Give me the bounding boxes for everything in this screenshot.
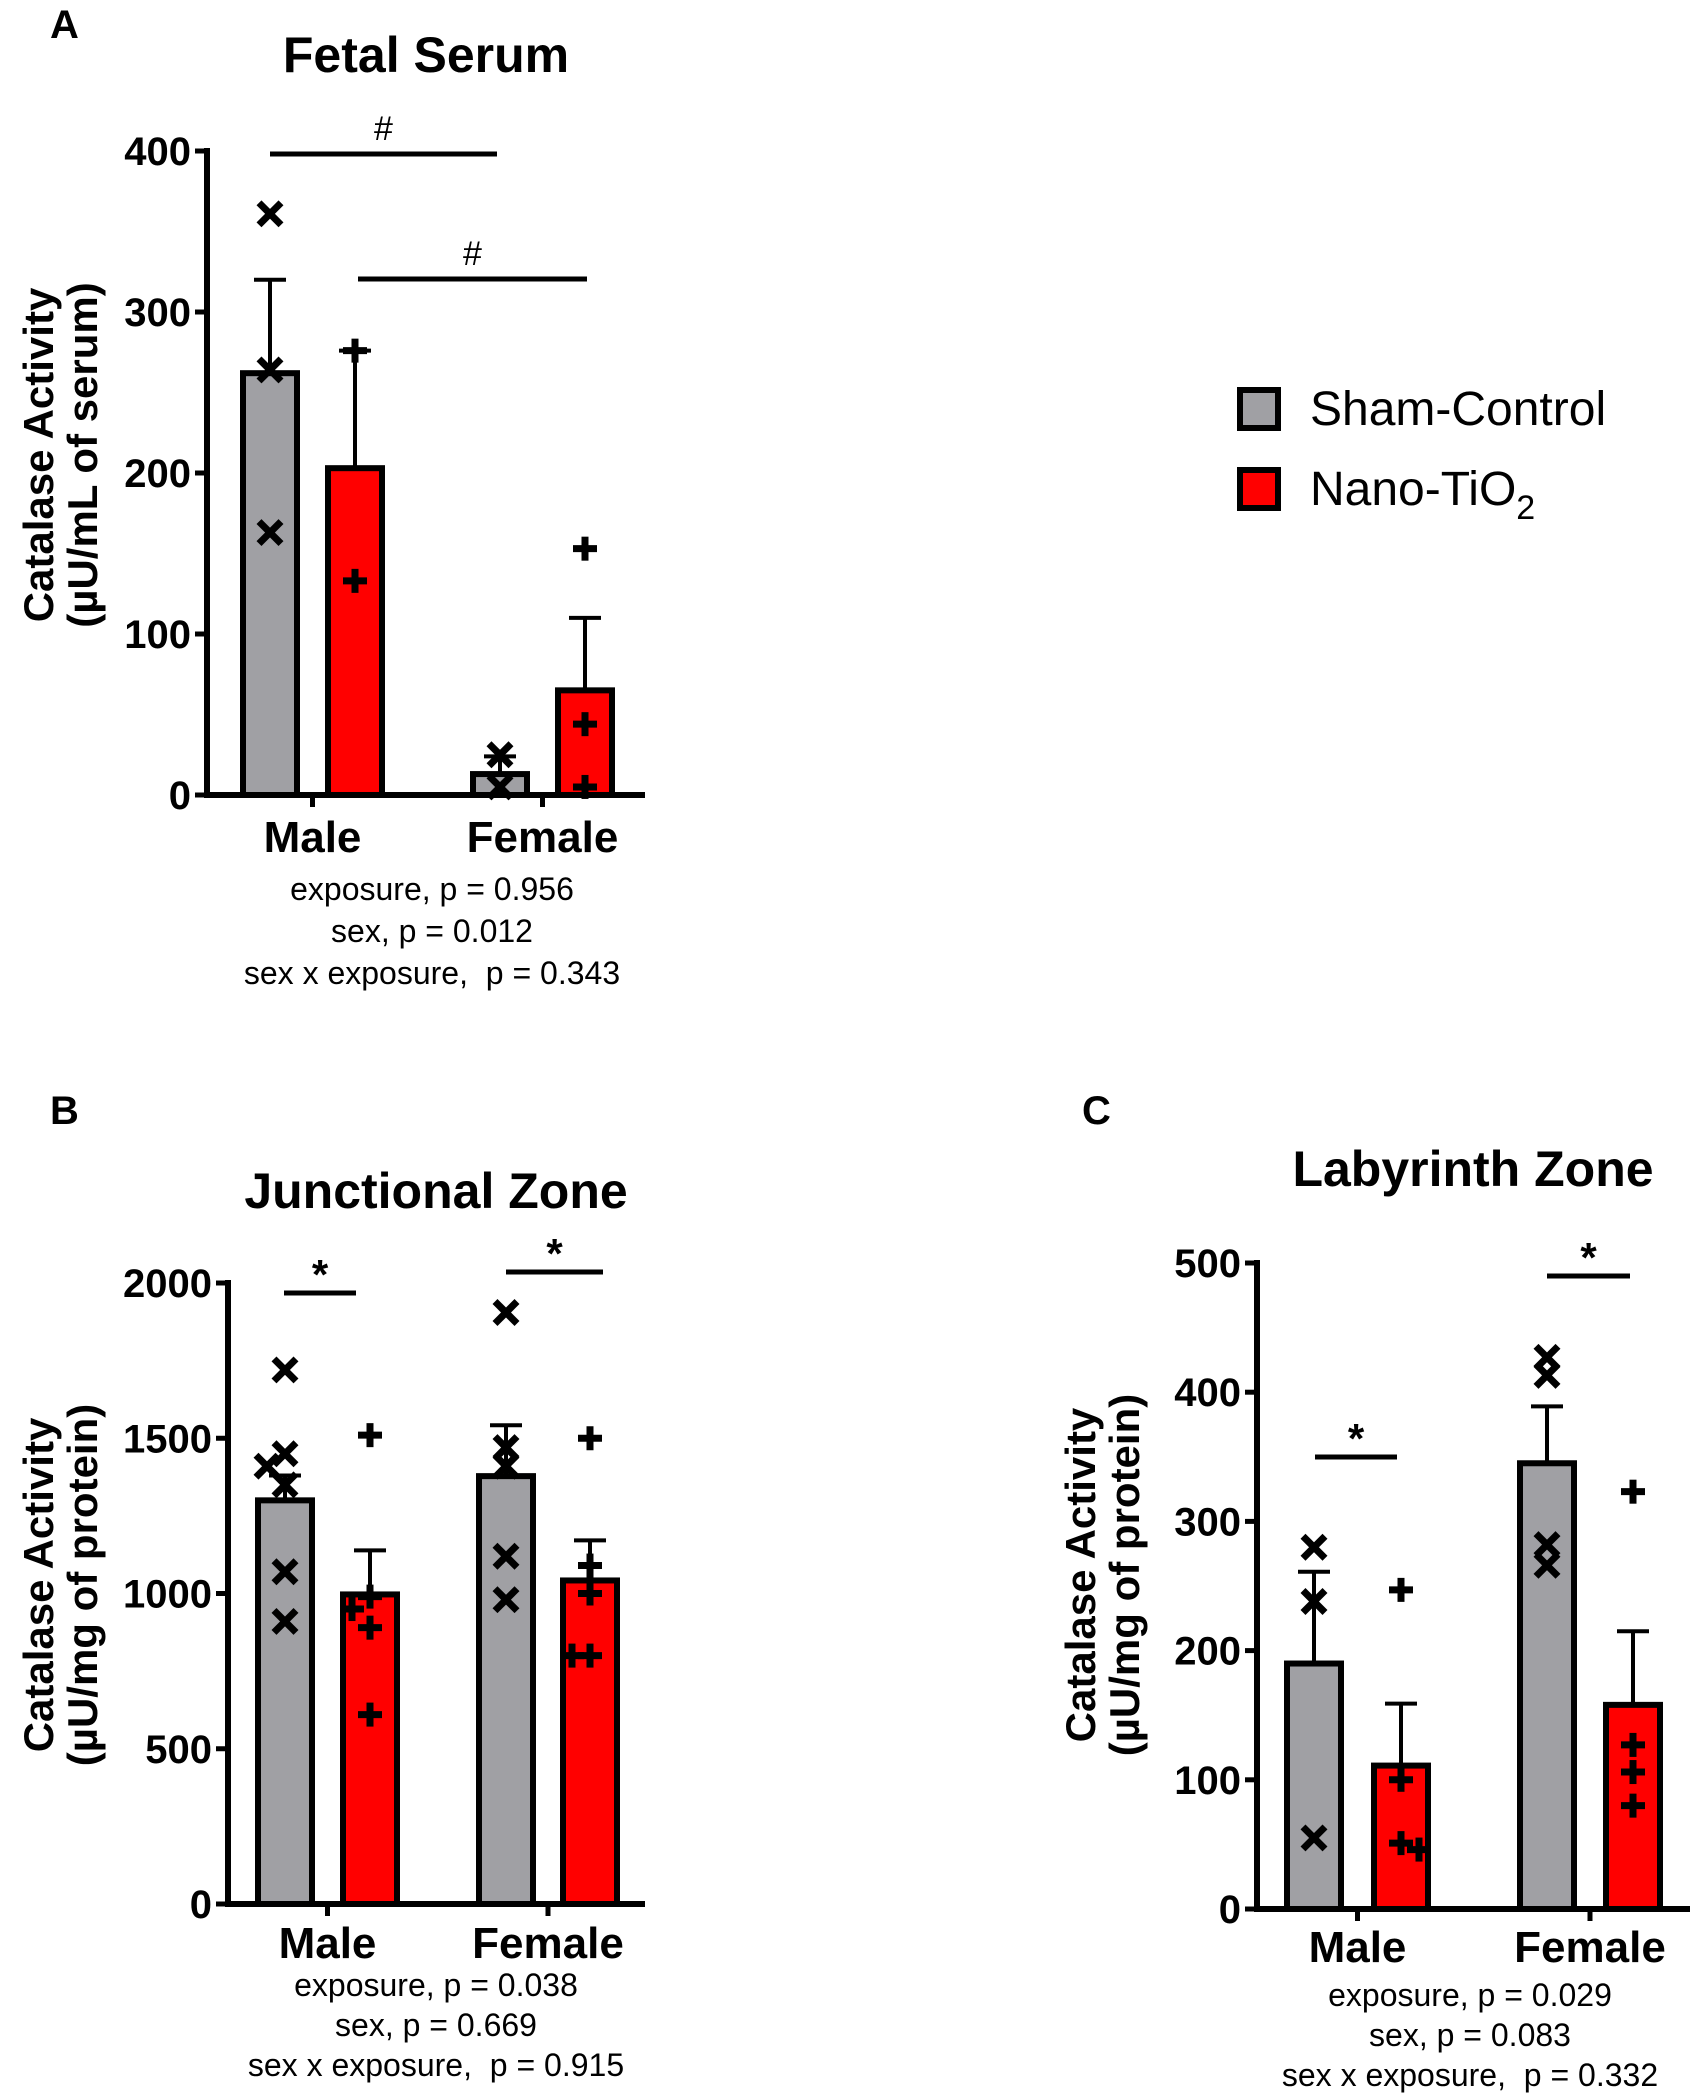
y-tick-label: 0 <box>190 1883 212 1927</box>
y-tick-label: 100 <box>1174 1759 1241 1803</box>
panel-letter-c: C <box>1082 1089 1111 1133</box>
y-tick-label: 0 <box>169 774 191 818</box>
data-point-x-b <box>1300 1824 1328 1852</box>
data-point-x-b <box>256 356 284 384</box>
y-axis-label-line1: Catalase Activity <box>15 287 62 622</box>
panel-letter-b: B <box>50 1089 79 1133</box>
bar-male-nano-tio2 <box>340 1591 400 1908</box>
y-tick-label: 500 <box>1174 1242 1241 1286</box>
significance-symbol: # <box>374 110 393 148</box>
x-tick-label-male: Male <box>264 813 362 862</box>
bar-female-nano-tio2 <box>560 1577 620 1907</box>
y-tick-label: 300 <box>1174 1500 1241 1544</box>
data-point-x-b <box>486 741 514 769</box>
bar-male-sham-control <box>1284 1660 1344 1913</box>
bar-female-sham-control <box>1517 1460 1577 1912</box>
y-tick-label: 400 <box>124 130 191 174</box>
y-axis-label-line2: (µU/mg of protein) <box>59 1404 106 1766</box>
significance-symbol: * <box>546 1230 563 1277</box>
data-point-x-b <box>271 1356 299 1384</box>
y-axis-label-line1: Catalase Activity <box>1057 1407 1104 1742</box>
x-tick-label-female: Female <box>1514 1923 1666 1972</box>
data-point-x-b <box>1533 1531 1561 1559</box>
legend-swatch-sham-control <box>1237 387 1281 431</box>
data-point-x-b <box>271 1607 299 1635</box>
data-point-x-b <box>492 1542 520 1570</box>
y-tick-label: 200 <box>124 452 191 496</box>
x-tick-label-female: Female <box>467 813 619 862</box>
data-point-x-b <box>1533 1551 1561 1579</box>
significance-symbol: * <box>312 1251 329 1298</box>
data-point-x-b <box>1300 1588 1328 1615</box>
legend-label-sham-control: Sham-Control <box>1310 383 1606 436</box>
significance-symbol: * <box>1348 1415 1365 1462</box>
data-point-x-b <box>492 1299 520 1326</box>
legend: Sham-Control Nano-TiO2 <box>1237 383 1606 527</box>
bar-female-sham-control <box>476 1473 536 1907</box>
legend-swatch-nano-tio2 <box>1237 467 1281 511</box>
y-tick-label: 300 <box>124 291 191 335</box>
panel-letter-a: A <box>50 3 79 47</box>
stat-text: sex, p = 0.012 <box>331 913 533 949</box>
stat-text: sex x exposure, p = 0.915 <box>248 2047 624 2083</box>
panel-c-labyrinth-zone: Labyrinth Zone Catalase Activity(µU/mg of… <box>1057 1141 1690 2093</box>
stat-text: sex, p = 0.083 <box>1369 2017 1571 2053</box>
y-tick-label: 1500 <box>123 1417 212 1461</box>
stat-text: sex, p = 0.669 <box>335 2007 537 2043</box>
y-tick-label: 2000 <box>123 1262 212 1306</box>
significance-symbol: # <box>463 235 482 273</box>
stat-text: sex x exposure, p = 0.343 <box>244 955 620 991</box>
data-point-x-b <box>271 1471 299 1499</box>
legend-label-nano-tio2-subscript: 2 <box>1516 489 1535 527</box>
stat-text: exposure, p = 0.956 <box>290 871 574 907</box>
data-point-x-b <box>256 200 284 228</box>
chart-title: Fetal Serum <box>283 27 569 83</box>
data-point-x-b <box>492 1452 520 1480</box>
data-point-x-b <box>256 519 284 547</box>
legend-label-nano-tio2: Nano-TiO2 <box>1310 463 1535 527</box>
y-axis-label-line1: Catalase Activity <box>15 1417 62 1752</box>
y-axis-label-line2: (µU/mL of serum) <box>59 282 106 627</box>
legend-label-nano-tio2-main: Nano-TiO <box>1310 463 1516 516</box>
significance-symbol: * <box>1580 1234 1597 1281</box>
panel-a-fetal-serum: Fetal Serum Catalase Activity(µU/mL of se… <box>15 27 645 991</box>
x-tick-label-female: Female <box>472 1919 624 1968</box>
chart-title: Labyrinth Zone <box>1292 1141 1653 1197</box>
stat-text: exposure, p = 0.029 <box>1328 1977 1612 2013</box>
data-point-x-b <box>1533 1361 1561 1389</box>
data-point-x-b <box>253 1452 281 1480</box>
y-tick-label: 400 <box>1174 1371 1241 1415</box>
data-point-x-b <box>492 1586 520 1614</box>
y-tick-label: 500 <box>145 1728 212 1772</box>
x-tick-label-male: Male <box>279 1919 377 1968</box>
y-tick-label: 0 <box>1219 1888 1241 1932</box>
y-tick-label: 100 <box>124 613 191 657</box>
data-point-x-b <box>271 1558 299 1586</box>
y-axis-label-line2: (µU/mg of protein) <box>1101 1394 1148 1756</box>
y-tick-label: 1000 <box>123 1573 212 1617</box>
y-tick-label: 200 <box>1174 1630 1241 1674</box>
chart-title: Junctional Zone <box>244 1163 627 1219</box>
data-point-x-b <box>271 1440 299 1468</box>
bar-male-sham-control <box>255 1497 315 1907</box>
x-tick-label-male: Male <box>1309 1923 1407 1972</box>
stat-text: sex x exposure, p = 0.332 <box>1282 2057 1658 2093</box>
bar-male-nano-tio2 <box>325 465 385 798</box>
bar-male-sham-control <box>240 370 300 798</box>
data-point-x-b <box>1300 1533 1328 1561</box>
stat-text: exposure, p = 0.038 <box>294 1967 578 2003</box>
panel-b-junctional-zone: Junctional Zone Catalase Activity(µU/mg o… <box>15 1163 645 2083</box>
